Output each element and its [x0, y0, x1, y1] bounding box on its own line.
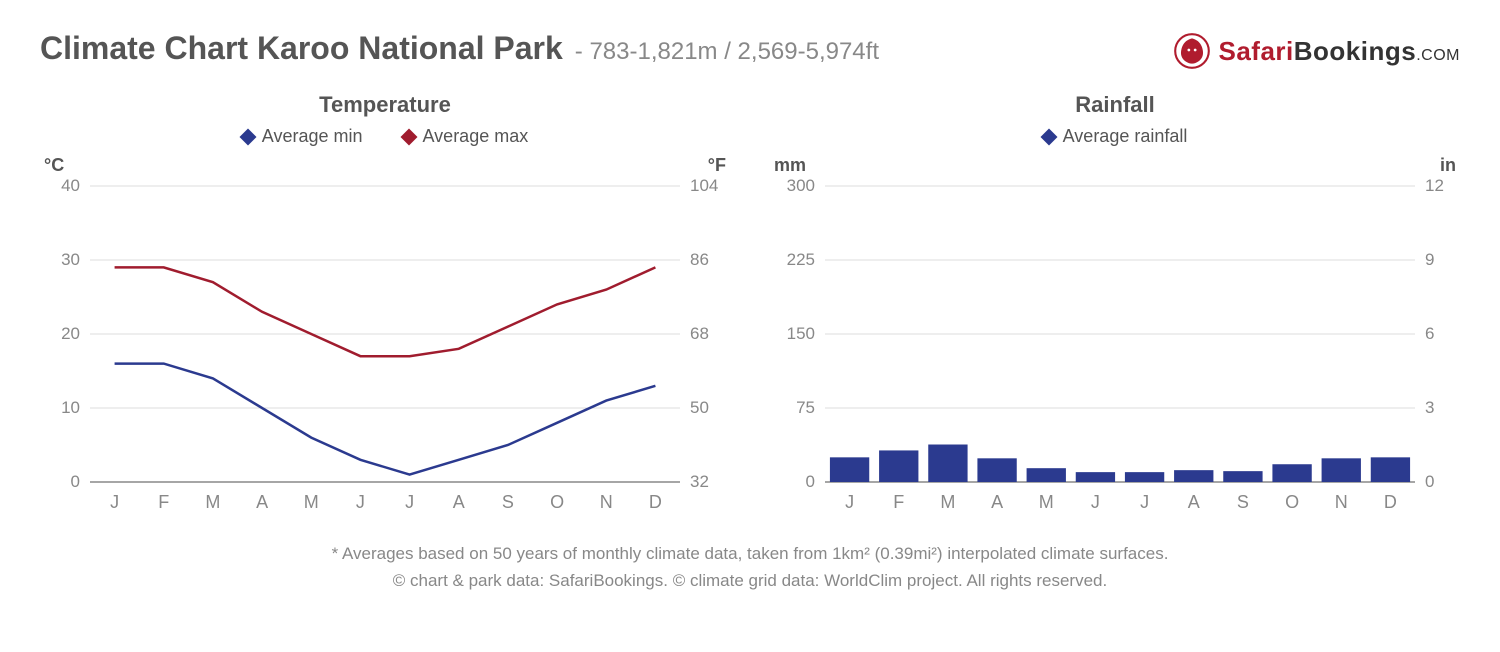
legend-rainfall-label: Average rainfall — [1063, 126, 1188, 147]
svg-text:30: 30 — [61, 250, 80, 269]
rainfall-units: mm in — [770, 155, 1460, 176]
legend-min-label: Average min — [262, 126, 363, 147]
mm-label: mm — [774, 155, 806, 176]
temperature-plot: 0 32 10 50 20 68 30 86 40 104 J F M A M J J A S O N D — [40, 176, 730, 516]
legend-avg-min: Average min — [242, 126, 363, 147]
svg-text:A: A — [256, 492, 268, 512]
temperature-title: Temperature — [40, 92, 730, 118]
svg-text:0: 0 — [1425, 472, 1434, 491]
svg-text:J: J — [110, 492, 119, 512]
diamond-icon — [1040, 128, 1057, 145]
svg-text:M: M — [1039, 492, 1054, 512]
svg-text:9: 9 — [1425, 250, 1434, 269]
svg-text:104: 104 — [690, 176, 718, 195]
svg-text:40: 40 — [61, 176, 80, 195]
lion-icon — [1171, 30, 1213, 72]
footer-line2: © chart & park data: SafariBookings. © c… — [40, 567, 1460, 594]
svg-text:0: 0 — [806, 472, 815, 491]
elevation-subtitle: - 783-1,821m / 2,569-5,974ft — [575, 38, 879, 66]
legend-avg-max: Average max — [403, 126, 529, 147]
footer-line1: * Averages based on 50 years of monthly … — [40, 540, 1460, 567]
svg-text:75: 75 — [796, 398, 815, 417]
svg-text:F: F — [158, 492, 169, 512]
svg-text:M: M — [940, 492, 955, 512]
legend-max-label: Average max — [423, 126, 529, 147]
inch-label: in — [1440, 155, 1456, 176]
svg-text:J: J — [356, 492, 365, 512]
svg-text:A: A — [453, 492, 465, 512]
svg-text:N: N — [600, 492, 613, 512]
svg-text:D: D — [1384, 492, 1397, 512]
rainfall-plot: 0 0 75 3 150 6 225 9 300 12 J F M A M J J A S O N D — [770, 176, 1460, 516]
page-title: Climate Chart Karoo National Park — [40, 30, 563, 67]
svg-text:300: 300 — [787, 176, 815, 195]
svg-text:68: 68 — [690, 324, 709, 343]
temperature-legend: Average min Average max — [40, 126, 730, 147]
svg-text:J: J — [1140, 492, 1149, 512]
diamond-icon — [239, 128, 256, 145]
svg-text:J: J — [845, 492, 854, 512]
brand-logo: SafariBookings.COM — [1171, 30, 1461, 72]
temperature-panel: Temperature Average min Average max °C °… — [40, 92, 730, 516]
svg-text:S: S — [502, 492, 514, 512]
svg-text:6: 6 — [1425, 324, 1434, 343]
svg-text:J: J — [405, 492, 414, 512]
svg-text:A: A — [1188, 492, 1200, 512]
svg-text:86: 86 — [690, 250, 709, 269]
svg-text:150: 150 — [787, 324, 815, 343]
svg-text:32: 32 — [690, 472, 709, 491]
svg-text:J: J — [1091, 492, 1100, 512]
svg-text:S: S — [1237, 492, 1249, 512]
logo-bookings: Bookings — [1294, 36, 1416, 66]
temperature-units: °C °F — [40, 155, 730, 176]
logo-com: .COM — [1416, 47, 1460, 64]
svg-text:F: F — [893, 492, 904, 512]
svg-text:225: 225 — [787, 250, 815, 269]
svg-text:N: N — [1335, 492, 1348, 512]
svg-text:50: 50 — [690, 398, 709, 417]
svg-text:O: O — [1285, 492, 1299, 512]
svg-text:D: D — [649, 492, 662, 512]
celsius-label: °C — [44, 155, 64, 176]
charts-row: Temperature Average min Average max °C °… — [40, 92, 1460, 516]
fahrenheit-label: °F — [708, 155, 726, 176]
svg-text:0: 0 — [71, 472, 80, 491]
svg-text:12: 12 — [1425, 176, 1444, 195]
rainfall-title: Rainfall — [770, 92, 1460, 118]
footer: * Averages based on 50 years of monthly … — [40, 540, 1460, 594]
rainfall-legend: Average rainfall — [770, 126, 1460, 147]
svg-text:M: M — [205, 492, 220, 512]
temperature-svg: 0 32 10 50 20 68 30 86 40 104 J F M A M J J A S O N D — [40, 176, 730, 516]
svg-text:3: 3 — [1425, 398, 1434, 417]
legend-avg-rainfall: Average rainfall — [1043, 126, 1188, 147]
svg-text:10: 10 — [61, 398, 80, 417]
svg-text:A: A — [991, 492, 1003, 512]
svg-text:20: 20 — [61, 324, 80, 343]
logo-text: SafariBookings.COM — [1219, 36, 1461, 67]
rainfall-panel: Rainfall Average rainfall mm in 0 0 75 3 150… — [770, 92, 1460, 516]
logo-safari: Safari — [1219, 36, 1294, 66]
title-block: Climate Chart Karoo National Park - 783-… — [40, 30, 879, 67]
rainfall-svg: 0 0 75 3 150 6 225 9 300 12 J F M A M J J A S O N D — [770, 176, 1460, 516]
diamond-icon — [400, 128, 417, 145]
header: Climate Chart Karoo National Park - 783-… — [40, 30, 1460, 72]
svg-text:M: M — [304, 492, 319, 512]
svg-text:O: O — [550, 492, 564, 512]
